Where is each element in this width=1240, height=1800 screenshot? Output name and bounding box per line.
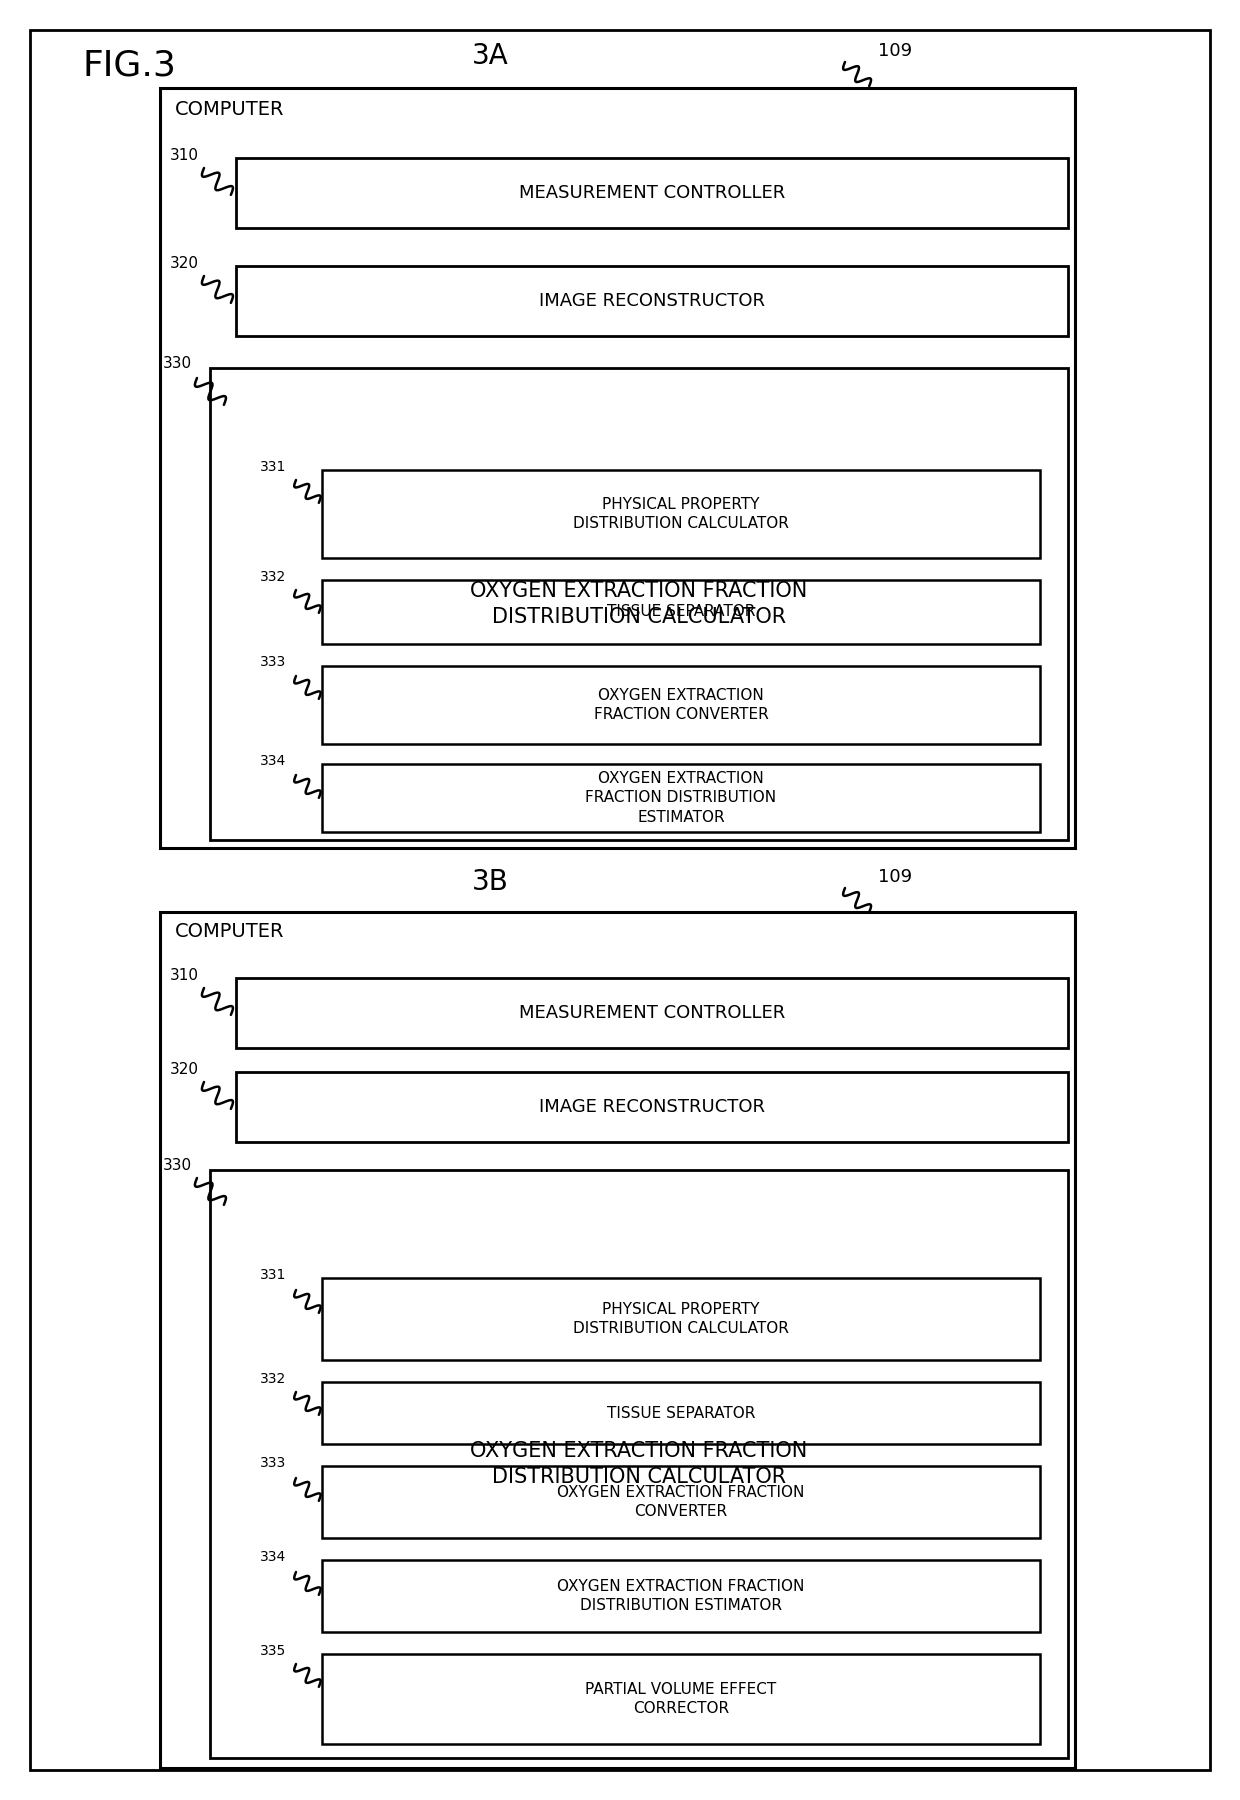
Bar: [322, 1654, 1040, 1744]
Bar: [322, 1278, 1040, 1361]
Text: 335: 335: [260, 1643, 286, 1658]
Text: OXYGEN EXTRACTION FRACTION
CONVERTER: OXYGEN EXTRACTION FRACTION CONVERTER: [557, 1485, 805, 1519]
Bar: [322, 666, 1040, 743]
Bar: [210, 367, 1068, 841]
Text: 3A: 3A: [471, 41, 508, 70]
Bar: [236, 158, 1068, 229]
Text: IMAGE RECONSTRUCTOR: IMAGE RECONSTRUCTOR: [539, 1098, 765, 1116]
Bar: [160, 88, 1075, 848]
Text: 320: 320: [170, 1062, 198, 1076]
Bar: [322, 1465, 1040, 1537]
Bar: [322, 1561, 1040, 1633]
Text: 332: 332: [260, 1372, 286, 1386]
Text: COMPUTER: COMPUTER: [175, 922, 284, 941]
Text: OXYGEN EXTRACTION FRACTION
DISTRIBUTION ESTIMATOR: OXYGEN EXTRACTION FRACTION DISTRIBUTION …: [557, 1579, 805, 1613]
Text: 3B: 3B: [471, 868, 508, 896]
Text: 320: 320: [170, 256, 198, 272]
Text: MEASUREMENT CONTROLLER: MEASUREMENT CONTROLLER: [518, 1004, 785, 1022]
Text: IMAGE RECONSTRUCTOR: IMAGE RECONSTRUCTOR: [539, 292, 765, 310]
Text: TISSUE SEPARATOR: TISSUE SEPARATOR: [606, 1406, 755, 1420]
Bar: [210, 1170, 1068, 1759]
Bar: [236, 266, 1068, 337]
Text: 310: 310: [170, 968, 198, 983]
Text: FIG.3: FIG.3: [82, 49, 176, 83]
Bar: [236, 977, 1068, 1048]
Bar: [322, 580, 1040, 644]
Text: OXYGEN EXTRACTION
FRACTION CONVERTER: OXYGEN EXTRACTION FRACTION CONVERTER: [594, 688, 769, 722]
Text: 330: 330: [162, 1157, 192, 1174]
Text: MEASUREMENT CONTROLLER: MEASUREMENT CONTROLLER: [518, 184, 785, 202]
Text: PARTIAL VOLUME EFFECT
CORRECTOR: PARTIAL VOLUME EFFECT CORRECTOR: [585, 1681, 776, 1717]
Text: 333: 333: [260, 655, 286, 670]
Text: 109: 109: [878, 868, 913, 886]
Bar: [322, 763, 1040, 832]
Text: 310: 310: [170, 148, 198, 164]
Text: OXYGEN EXTRACTION
FRACTION DISTRIBUTION
ESTIMATOR: OXYGEN EXTRACTION FRACTION DISTRIBUTION …: [585, 770, 776, 824]
Text: PHYSICAL PROPERTY
DISTRIBUTION CALCULATOR: PHYSICAL PROPERTY DISTRIBUTION CALCULATO…: [573, 497, 789, 531]
Text: OXYGEN EXTRACTION FRACTION
DISTRIBUTION CALCULATOR: OXYGEN EXTRACTION FRACTION DISTRIBUTION …: [470, 1440, 807, 1487]
Text: 330: 330: [162, 356, 192, 371]
Bar: [322, 1382, 1040, 1444]
Text: 334: 334: [260, 754, 286, 769]
Text: 333: 333: [260, 1456, 286, 1471]
Bar: [160, 913, 1075, 1768]
Text: 331: 331: [260, 1267, 286, 1282]
Text: 331: 331: [260, 461, 286, 473]
Text: 109: 109: [878, 41, 913, 59]
Text: 332: 332: [260, 571, 286, 583]
Text: COMPUTER: COMPUTER: [175, 101, 284, 119]
Text: OXYGEN EXTRACTION FRACTION
DISTRIBUTION CALCULATOR: OXYGEN EXTRACTION FRACTION DISTRIBUTION …: [470, 581, 807, 626]
Text: PHYSICAL PROPERTY
DISTRIBUTION CALCULATOR: PHYSICAL PROPERTY DISTRIBUTION CALCULATO…: [573, 1301, 789, 1336]
Text: TISSUE SEPARATOR: TISSUE SEPARATOR: [606, 605, 755, 619]
Text: 334: 334: [260, 1550, 286, 1564]
Bar: [236, 1073, 1068, 1141]
Bar: [322, 470, 1040, 558]
